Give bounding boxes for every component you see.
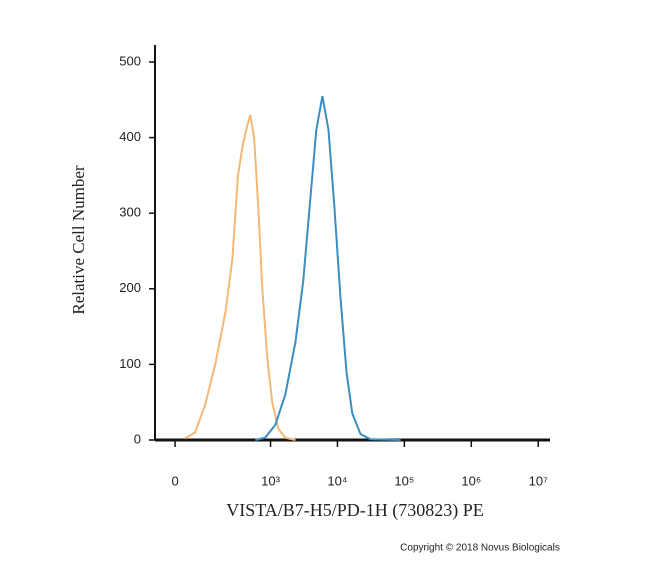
y-tick-label: 200 [119,280,141,295]
x-tick-label: 10⁵ [394,473,414,488]
x-tick-label: 10³ [261,473,280,488]
y-axis-label: Relative Cell Number [69,165,88,315]
y-tick-label: 300 [119,205,141,220]
y-tick-label: 0 [134,431,141,446]
x-axis-label: VISTA/B7-H5/PD-1H (730823) PE [226,500,484,521]
histogram-line [184,114,296,441]
x-tick-label: 10⁶ [461,473,481,488]
histogram-line [255,95,401,441]
x-tick-label: 0 [171,473,178,488]
y-tick-label: 500 [119,53,141,68]
copyright: Copyright © 2018 Novus Biologicals [400,543,560,554]
x-tick-label: 10⁴ [327,473,347,488]
y-tick-label: 400 [119,129,141,144]
y-tick-label: 100 [119,356,141,371]
x-tick-label: 10⁷ [529,473,548,488]
